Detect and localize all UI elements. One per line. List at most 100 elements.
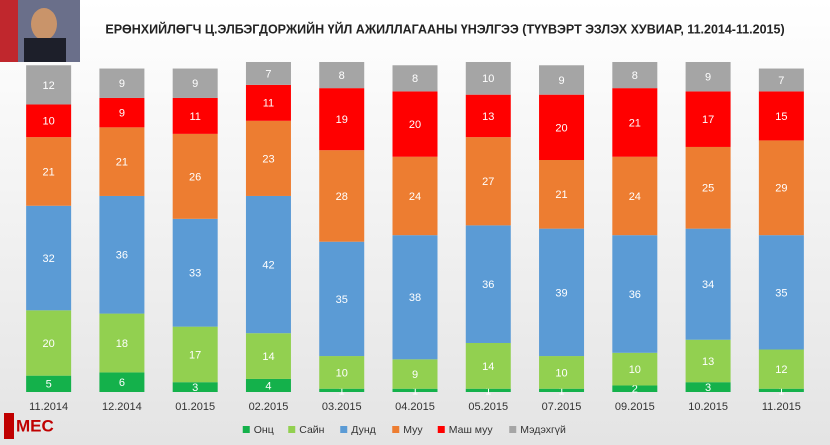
- logo-text: MEC: [16, 416, 54, 435]
- bar-segment: [99, 372, 145, 392]
- bar-segment: [172, 326, 218, 383]
- x-tick-label: 11.2014: [29, 401, 68, 413]
- legend-label: Дунд: [351, 424, 376, 436]
- value-label: 2: [632, 384, 638, 396]
- value-label: 6: [119, 377, 125, 389]
- bar-segment: [26, 65, 72, 105]
- value-label: 13: [482, 111, 494, 123]
- chart-title: ЕРӨНХИЙЛӨГЧ Ц.ЭЛБЭГДОРЖИЙН ҮЙЛ АЖИЛЛАГАА…: [105, 21, 784, 36]
- value-label: 9: [705, 72, 711, 84]
- value-label: 13: [702, 356, 714, 368]
- bar-segment: [319, 388, 365, 392]
- bar-segment: [758, 349, 804, 389]
- bar-segment: [26, 104, 72, 138]
- value-label: 20: [555, 122, 567, 134]
- legend-swatch: [509, 426, 517, 433]
- value-label: 9: [192, 78, 198, 90]
- bar-segment: [99, 313, 145, 373]
- value-label: 4: [265, 380, 271, 392]
- x-tick-label: 04.2015: [395, 401, 435, 413]
- value-label: 36: [116, 250, 128, 262]
- logo: MEC: [4, 413, 54, 439]
- value-label: 17: [702, 114, 714, 126]
- value-label: 19: [336, 114, 348, 126]
- value-label: 1: [485, 385, 491, 397]
- value-label: 1: [778, 385, 784, 397]
- bar-segment: [612, 88, 658, 157]
- bar-segment: [685, 382, 731, 392]
- x-tick-label: 03.2015: [322, 401, 362, 413]
- photo: [0, 0, 80, 62]
- bar-segment: [99, 127, 145, 196]
- value-label: 36: [629, 289, 641, 301]
- value-label: 9: [558, 75, 564, 87]
- value-label: 1: [339, 385, 345, 397]
- value-label: 9: [119, 78, 125, 90]
- bar-segment: [245, 378, 291, 392]
- bar-segment: [758, 91, 804, 141]
- value-label: 25: [702, 183, 714, 195]
- bar-segment: [539, 228, 585, 357]
- value-label: 27: [482, 176, 494, 188]
- bar-segment: [612, 385, 658, 392]
- bar-segment: [539, 356, 585, 389]
- value-label: 10: [43, 116, 55, 128]
- legend-label: Сайн: [299, 424, 324, 436]
- value-label: 7: [265, 68, 271, 80]
- value-label: 10: [555, 367, 567, 379]
- value-label: 35: [336, 294, 348, 306]
- value-label: 15: [775, 111, 787, 123]
- legend-swatch: [288, 426, 296, 433]
- x-tick-label: 01.2015: [175, 401, 215, 413]
- bar-segment: [758, 235, 804, 350]
- value-label: 35: [775, 287, 787, 299]
- bar-segment: [758, 388, 804, 392]
- bar-segment: [465, 342, 511, 389]
- value-label: 42: [262, 259, 274, 271]
- value-label: 12: [775, 364, 787, 376]
- value-label: 29: [775, 183, 787, 195]
- bar-segment: [172, 68, 218, 98]
- bar-segment: [539, 160, 585, 229]
- value-label: 10: [482, 73, 494, 85]
- bar-segment: [465, 225, 511, 343]
- bar-segment: [26, 310, 72, 376]
- bar-segment: [172, 97, 218, 134]
- legend-label: Онц: [254, 424, 274, 436]
- value-label: 11: [263, 98, 274, 110]
- bar-segment: [172, 133, 218, 219]
- bar-segment: [539, 388, 585, 392]
- value-label: 34: [702, 279, 714, 291]
- bar-segment: [319, 150, 365, 242]
- x-tick-label: 09.2015: [615, 401, 655, 413]
- value-label: 11: [189, 111, 200, 123]
- value-label: 14: [482, 361, 494, 373]
- bar-segment: [685, 146, 731, 229]
- value-label: 21: [116, 157, 128, 169]
- value-label: 9: [119, 108, 125, 120]
- value-label: 7: [778, 75, 784, 87]
- bar-segment: [26, 137, 72, 206]
- value-label: 3: [192, 382, 198, 394]
- value-label: 26: [189, 171, 201, 183]
- bar-segment: [685, 91, 731, 147]
- value-label: 1: [558, 385, 564, 397]
- legend-swatch: [242, 426, 250, 433]
- bar-segment: [392, 359, 438, 389]
- value-label: 24: [629, 191, 641, 203]
- bar-segment: [758, 140, 804, 236]
- bar-segment: [392, 91, 438, 157]
- value-label: 9: [412, 369, 418, 381]
- value-label: 10: [336, 367, 348, 379]
- value-label: 23: [262, 153, 274, 165]
- value-label: 8: [632, 70, 638, 82]
- bar-segment: [392, 65, 438, 92]
- legend-swatch: [437, 426, 445, 433]
- value-label: 28: [336, 191, 348, 203]
- legend-label: Мэдэхгүй: [520, 424, 566, 436]
- bar-segment: [245, 333, 291, 379]
- value-label: 5: [46, 379, 52, 391]
- bar-segment: [685, 339, 731, 383]
- x-tick-label: 10.2015: [688, 401, 728, 413]
